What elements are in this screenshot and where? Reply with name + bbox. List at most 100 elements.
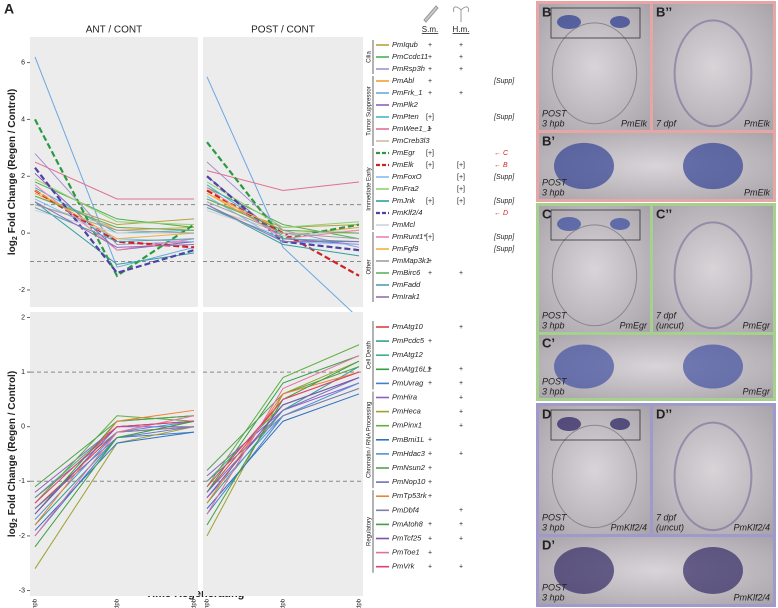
series-line (34, 201, 195, 248)
sm-mark: + (428, 451, 432, 458)
image-caption: POST (542, 582, 568, 592)
sm-mark: + (428, 479, 432, 486)
legend-label: PmHira (392, 392, 417, 401)
sm-mark: + (428, 493, 432, 500)
legend-label: PmKlf2/4 (392, 208, 422, 217)
hm-mark: + (459, 507, 463, 514)
sm-mark: + (428, 258, 432, 265)
hm-mark: + (459, 394, 463, 401)
image-caption: 7 dpf (656, 512, 678, 522)
y-tick-label: -2 (19, 533, 25, 540)
sm-mark: + (428, 465, 432, 472)
legend-label: PmNsun2 (392, 463, 426, 472)
gene-caption: PmKlf2/4 (733, 592, 770, 602)
note: [Supp] (493, 198, 515, 205)
stain (554, 344, 614, 389)
x-tick-label: 6 dpb (357, 598, 363, 608)
series-line (206, 371, 360, 488)
hm-mark: + (459, 408, 463, 415)
y-tick-label: -2 (19, 287, 25, 294)
icon (423, 5, 470, 23)
series-line (206, 198, 360, 234)
column-header: H.m. (453, 25, 470, 34)
gene-caption: PmEgr (742, 320, 771, 330)
legend-label: PmPcdc5 (392, 336, 425, 345)
x-tick-label: 3 dpb (115, 598, 121, 608)
legend-label: PmRsp3h (392, 64, 425, 73)
stain (610, 418, 630, 430)
image-caption: (uncut) (656, 522, 684, 532)
sm-mark: + (428, 564, 432, 571)
y-axis-label-part: 2 (12, 236, 19, 240)
series-line (206, 344, 360, 488)
y-tick-label: 0 (21, 230, 25, 237)
sm-mark: [+] (426, 150, 434, 157)
legend-label: PmAtg16L1 (392, 364, 431, 373)
panel-label: C (542, 206, 552, 221)
note: [Supp] (493, 174, 515, 181)
y-tick-label: -3 (19, 587, 25, 594)
panel-label: C’ (542, 335, 555, 350)
image-caption: 3 hpb (542, 320, 565, 330)
hm-mark: + (459, 521, 463, 528)
image-caption: 7 dpf (656, 118, 678, 128)
sm-mark: + (428, 66, 432, 73)
stain (557, 217, 581, 231)
hm-mark: + (459, 90, 463, 97)
hm-mark: + (459, 380, 463, 387)
series-line (206, 393, 360, 509)
panel-background (30, 312, 198, 596)
inset-box (550, 409, 641, 441)
y-axis-label-part: log (7, 522, 18, 537)
panel-label: B’’ (656, 4, 672, 19)
legend-label: PmRunt1* (392, 232, 427, 241)
y-axis-label: log2 Fold Change (Regen / Control) (7, 371, 20, 537)
legend-label: PmIrak1 (392, 292, 420, 301)
image-caption: 7 dpf (656, 310, 678, 320)
legend-label: PmUvrag (392, 378, 424, 387)
series-line (206, 201, 360, 240)
note: ← C (494, 150, 509, 157)
legend-label: PmVrk (392, 562, 416, 571)
sm-mark: [+] (426, 162, 434, 169)
image-caption: POST (542, 512, 568, 522)
x-tick-label: 3 hpb (33, 598, 39, 608)
group-label: Other (367, 259, 373, 274)
y-tick-label: 4 (21, 116, 25, 123)
legend-label: PmFgf9 (392, 244, 419, 253)
legend-label: PmFrk_1 (392, 88, 422, 97)
group-label: Immediate Early (367, 167, 373, 210)
sm-mark: + (428, 380, 432, 387)
stain (683, 142, 743, 190)
sm-mark: + (428, 270, 432, 277)
y-tick-label: 6 (21, 59, 25, 66)
gene-caption: PmEgr (619, 320, 648, 330)
legend-label: PmDbf4 (392, 505, 419, 514)
gene-caption: PmElk (744, 118, 771, 128)
group-label: Cilia (367, 51, 373, 63)
panel-label: C’’ (656, 206, 672, 221)
sm-mark: + (428, 437, 432, 444)
sm-mark: + (428, 521, 432, 528)
hm-mark: + (459, 564, 463, 571)
column-header: S.m. (422, 25, 438, 34)
series-line (206, 207, 360, 243)
image-caption: 3 hpb (542, 118, 565, 128)
stain (554, 142, 614, 190)
x-tick-label: 6 dpb (192, 598, 198, 608)
y-tick-label: 2 (21, 314, 25, 321)
sm-mark: + (428, 535, 432, 542)
legend-label: PmBirc6 (392, 268, 421, 277)
panel-title: POST / CONT (251, 25, 315, 36)
sm-mark: + (428, 42, 432, 49)
series-line (34, 207, 195, 243)
y-axis-label-part: Fold Change (Regen / Control) (7, 89, 18, 233)
image-caption: 3 hpb (542, 522, 565, 532)
legend-label: PmAtg10 (392, 322, 424, 331)
legend-label: PmMcl (392, 220, 415, 229)
x-tick-label: 3 hpb (205, 598, 211, 608)
hm-mark: + (459, 270, 463, 277)
stain (683, 547, 743, 594)
series-line (34, 181, 195, 228)
series-line (34, 161, 194, 200)
